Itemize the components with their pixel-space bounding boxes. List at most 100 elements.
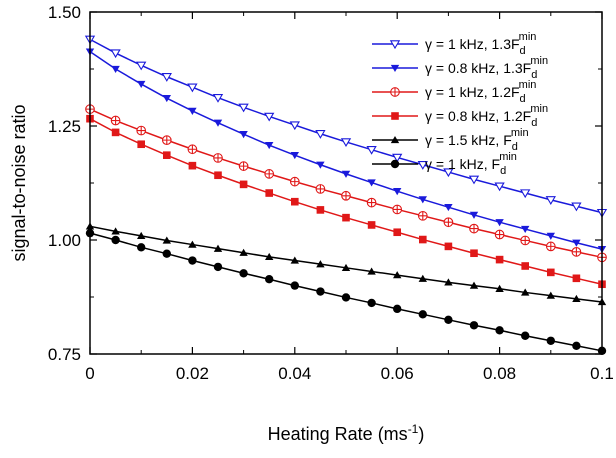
series-2 xyxy=(85,48,607,254)
data-point xyxy=(572,239,581,247)
data-point xyxy=(265,252,274,261)
data-point xyxy=(469,211,479,219)
data-point xyxy=(417,210,428,221)
data-point xyxy=(265,275,274,284)
y-tick-label: 1.00 xyxy=(48,231,81,250)
data-point xyxy=(239,131,248,139)
data-point xyxy=(137,231,146,240)
data-point xyxy=(392,153,403,163)
data-point xyxy=(546,291,555,299)
data-point xyxy=(265,189,273,197)
x-axis-title-sup: -1 xyxy=(408,422,419,436)
data-point xyxy=(162,95,171,103)
legend-marker xyxy=(390,136,400,144)
data-point xyxy=(162,249,171,258)
data-point xyxy=(418,196,427,204)
data-point xyxy=(316,206,325,214)
data-point xyxy=(443,217,454,228)
data-point xyxy=(418,310,427,319)
data-point xyxy=(340,138,352,148)
data-point xyxy=(366,197,377,208)
data-point xyxy=(291,197,299,206)
data-point xyxy=(444,278,453,286)
data-point xyxy=(188,161,197,170)
data-point xyxy=(572,294,581,302)
data-point xyxy=(444,315,453,324)
data-point xyxy=(188,107,197,115)
data-point xyxy=(392,204,403,215)
data-point xyxy=(495,284,504,292)
data-point xyxy=(417,161,428,170)
data-point xyxy=(341,170,351,178)
x-tick-label: 0.06 xyxy=(381,364,414,383)
data-point xyxy=(520,235,531,246)
data-point xyxy=(546,232,555,240)
data-point xyxy=(162,236,171,244)
legend-entry-3: γ = 1 kHz, 1.2Fdmin xyxy=(372,79,536,105)
data-point xyxy=(110,49,121,59)
data-point xyxy=(468,175,480,185)
data-point xyxy=(393,304,402,314)
legend-entry-1: γ = 1 kHz, 1.3Fdmin xyxy=(372,31,536,57)
data-point xyxy=(470,249,478,258)
data-point xyxy=(341,190,351,201)
legend-entry-6: γ = 1 kHz, Fdmin xyxy=(372,151,517,177)
data-point xyxy=(238,103,249,113)
data-point xyxy=(239,180,248,189)
data-point xyxy=(161,135,172,145)
data-point xyxy=(136,61,147,71)
data-point xyxy=(111,128,120,137)
legend-label: γ = 1 kHz, Fdmin xyxy=(425,151,517,177)
data-point xyxy=(213,119,223,127)
data-point xyxy=(187,83,198,93)
data-point xyxy=(110,115,121,126)
data-point xyxy=(419,235,427,244)
data-point xyxy=(520,189,531,199)
legend-entry-4: γ = 0.8 kHz, 1.2Fdmin xyxy=(372,103,548,129)
data-point xyxy=(545,196,556,205)
data-point xyxy=(214,171,222,180)
data-point xyxy=(290,152,299,160)
data-point xyxy=(265,142,274,150)
x-tick-label: 0.04 xyxy=(278,364,311,383)
data-point xyxy=(136,125,147,136)
data-point xyxy=(393,188,402,196)
data-point xyxy=(571,202,582,212)
data-point xyxy=(495,255,504,264)
legend-label: γ = 0.8 kHz, 1.2Fdmin xyxy=(425,103,548,129)
data-point xyxy=(238,161,249,171)
data-point xyxy=(572,341,581,350)
legend-marker xyxy=(390,159,400,169)
x-tick-label: 0.02 xyxy=(176,364,209,383)
legend-marker xyxy=(390,87,400,97)
legend-label: γ = 0.8 kHz, 1.3Fdmin xyxy=(425,55,548,81)
x-axis-title: Heating Rate (ms-1) xyxy=(268,422,425,444)
data-point xyxy=(521,262,529,270)
data-point xyxy=(469,321,479,330)
y-axis-title: signal-to-noise ratio xyxy=(9,104,29,261)
data-point xyxy=(393,271,402,279)
legend-marker xyxy=(391,112,399,120)
data-point xyxy=(289,121,300,131)
ticks-layer: 0 0.02 0.04 0.06 0.08 0.1 0.75 1.00 1.25 1.50 xyxy=(48,3,614,383)
data-point xyxy=(572,274,581,283)
data-point xyxy=(289,176,300,187)
data-point xyxy=(366,146,377,155)
data-point xyxy=(187,144,198,155)
data-point xyxy=(316,260,325,268)
x-axis-title-close: ) xyxy=(418,424,424,444)
x-axis-title-main: Heating Rate (ms xyxy=(268,424,408,444)
data-point xyxy=(137,80,146,89)
data-point xyxy=(316,287,325,296)
data-point xyxy=(188,256,197,265)
series-layer xyxy=(84,35,608,356)
y-tick-label: 0.75 xyxy=(48,345,81,364)
data-point xyxy=(393,228,401,237)
data-point xyxy=(264,169,275,179)
data-point xyxy=(546,336,555,345)
legend-label: γ = 1 kHz, 1.3Fdmin xyxy=(425,31,536,57)
data-point xyxy=(239,269,248,278)
data-point xyxy=(495,326,504,335)
data-point xyxy=(111,227,120,235)
